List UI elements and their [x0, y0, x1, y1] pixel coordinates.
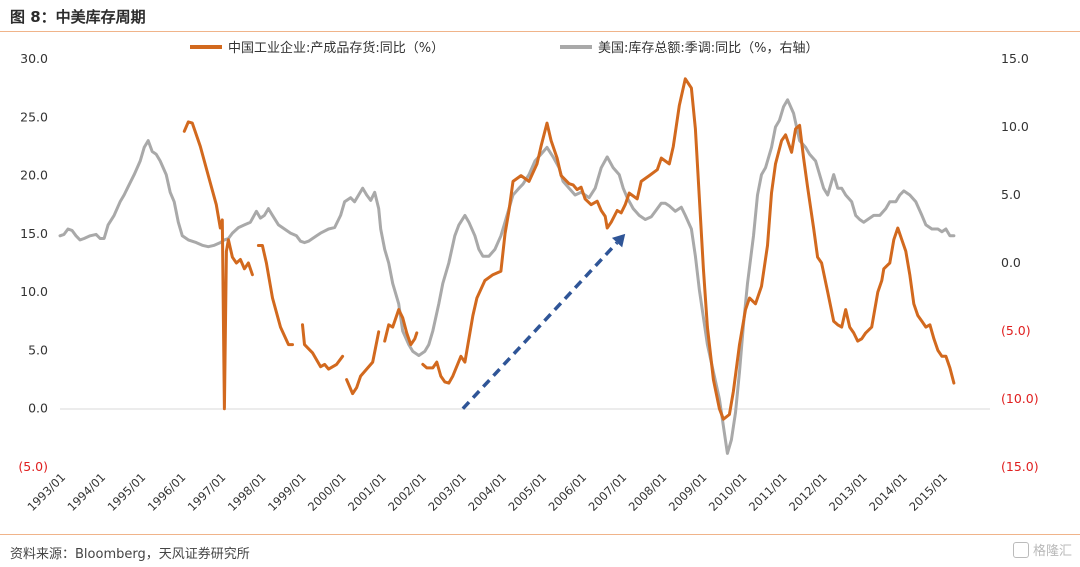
y-axis-left: (5.0) 0.0 5.0 10.0 15.0 20.0 25.0 30.0 [18, 51, 48, 474]
x-tick-label: 1997/01 [185, 470, 229, 514]
series-line-china [383, 308, 419, 347]
chart: 中国工业企业:产成品存货:同比（%） 美国:库存总额:季调:同比（%，右轴） (… [18, 40, 1039, 514]
y-left-tick-label: 5.0 [28, 342, 48, 357]
x-tick-label: 2012/01 [786, 470, 830, 514]
plot-area [58, 77, 956, 455]
x-tick-label: 1995/01 [105, 470, 149, 514]
y-left-tick-label: 30.0 [20, 51, 48, 66]
y-left-tick-label: 15.0 [20, 226, 48, 241]
x-tick-label: 1996/01 [145, 470, 189, 514]
y-left-tick-label: 0.0 [28, 401, 48, 416]
trend-arrow-shaft [461, 241, 619, 410]
y-right-tick-label: 5.0 [1001, 187, 1021, 202]
x-tick-label: 1998/01 [225, 470, 269, 514]
series-line-china [182, 120, 254, 411]
x-tick-label: 2011/01 [746, 470, 790, 514]
bottom-divider [0, 534, 1080, 535]
x-tick-label: 1999/01 [265, 470, 309, 514]
source-note: 资料来源：Bloomberg，天风证券研究所 [10, 547, 250, 562]
y-left-tick-label: 20.0 [20, 168, 48, 183]
series-line-china [301, 323, 345, 371]
x-tick-label: 2010/01 [706, 470, 750, 514]
series-line-us [58, 98, 956, 455]
x-tick-label: 2009/01 [666, 470, 710, 514]
legend-label-china: 中国工业企业:产成品存货:同比（%） [228, 40, 444, 56]
y-right-tick-label: (15.0) [1001, 459, 1039, 474]
series-line-china [345, 330, 381, 396]
x-tick-label: 2002/01 [385, 470, 429, 514]
y-left-tick-label: 25.0 [20, 109, 48, 124]
watermark-logo-icon [1012, 541, 1029, 558]
y-right-tick-label: (10.0) [1001, 391, 1039, 406]
x-tick-label: 2008/01 [626, 470, 670, 514]
figure-title: 图 8：中美库存周期 [10, 8, 146, 26]
y-left-tick-label: (5.0) [18, 459, 48, 474]
x-axis: 1993/011994/011995/011996/011997/011998/… [24, 470, 950, 514]
y-right-tick-label: 10.0 [1001, 119, 1029, 134]
legend-label-us: 美国:库存总额:季调:同比（%，右轴） [598, 40, 819, 56]
y-right-tick-label: 15.0 [1001, 51, 1029, 66]
x-tick-label: 2014/01 [866, 470, 910, 514]
x-tick-label: 2004/01 [465, 470, 509, 514]
x-tick-label: 1994/01 [65, 470, 109, 514]
y-axis-right: (15.0) (10.0) (5.0) 0.0 5.0 10.0 15.0 [1001, 51, 1039, 474]
x-tick-label: 2007/01 [586, 470, 630, 514]
x-tick-label: 2003/01 [425, 470, 469, 514]
watermark: 格隆汇 [1012, 540, 1072, 559]
x-tick-label: 1993/01 [24, 470, 68, 514]
y-left-tick-label: 10.0 [20, 284, 48, 299]
series-line-china [421, 77, 956, 421]
legend: 中国工业企业:产成品存货:同比（%） 美国:库存总额:季调:同比（%，右轴） [190, 40, 819, 56]
x-tick-label: 2013/01 [826, 470, 870, 514]
y-right-tick-label: 0.0 [1001, 255, 1021, 270]
x-tick-label: 2015/01 [906, 470, 950, 514]
x-tick-label: 2001/01 [345, 470, 389, 514]
y-right-tick-label: (5.0) [1001, 323, 1031, 338]
trend-arrow [461, 233, 626, 410]
x-tick-label: 2000/01 [305, 470, 349, 514]
trend-arrow-head [611, 233, 626, 248]
top-divider [0, 31, 1080, 32]
series-line-china [256, 244, 294, 347]
x-tick-label: 2006/01 [546, 470, 590, 514]
watermark-text: 格隆汇 [1032, 544, 1072, 559]
x-tick-label: 2005/01 [505, 470, 549, 514]
